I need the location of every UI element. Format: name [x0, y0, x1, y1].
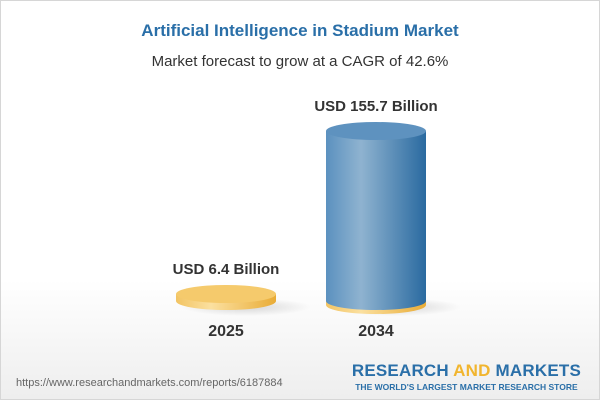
data-label: USD 6.4 Billion [173, 261, 280, 278]
source-url[interactable]: https://www.researchandmarkets.com/repor… [16, 377, 283, 389]
x-tick-label: 2025 [208, 323, 244, 340]
x-tick-label: 2034 [358, 323, 394, 340]
chart-subtitle: Market forecast to grow at a CAGR of 42.… [151, 53, 449, 70]
bar-top [176, 285, 276, 303]
data-label: USD 155.7 Billion [314, 98, 437, 115]
research-and-markets-logo: RESEARCH AND MARKETS THE WORLD'S LARGEST… [351, 361, 581, 392]
bar-2034 [326, 131, 426, 310]
bar-top [326, 122, 426, 140]
chart-title: Artificial Intelligence in Stadium Marke… [141, 21, 459, 40]
